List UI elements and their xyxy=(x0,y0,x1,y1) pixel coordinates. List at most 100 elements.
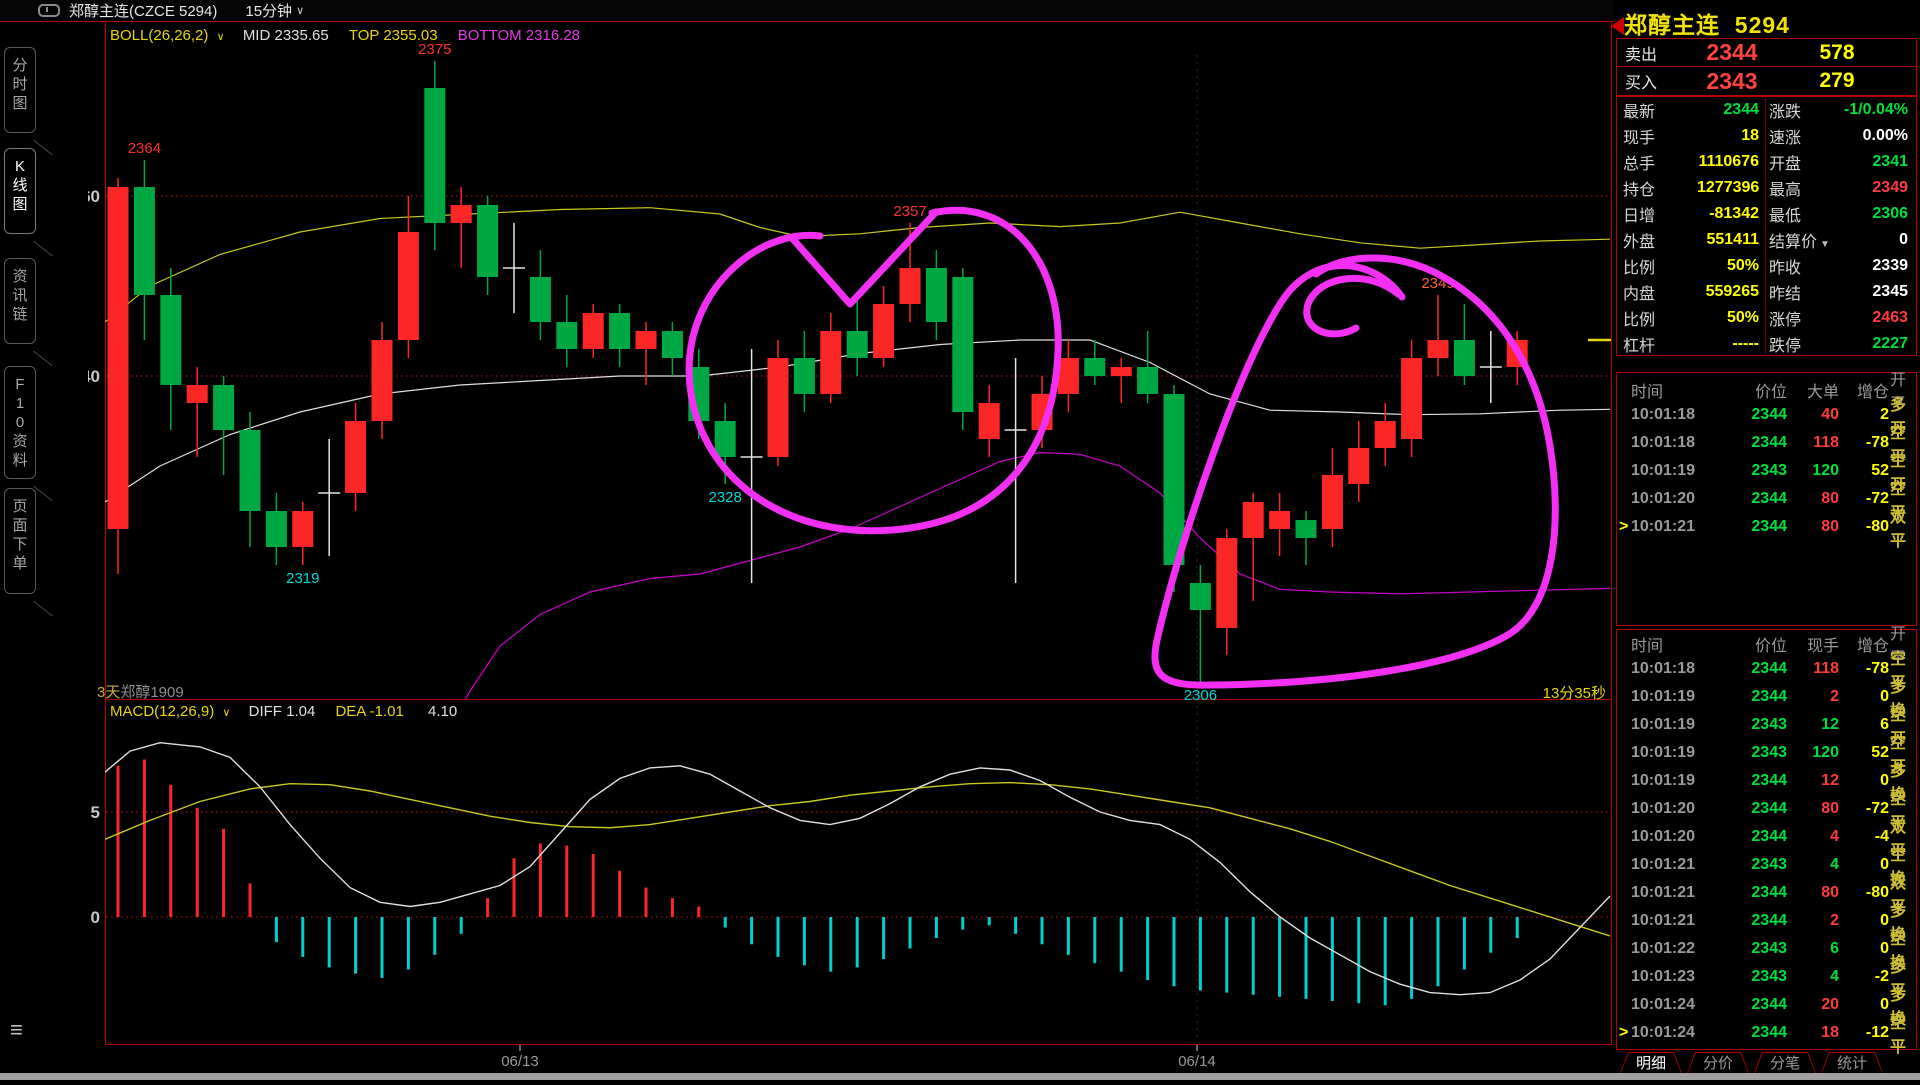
table-row[interactable]: 10:01:21 2344 80 -80 双平 xyxy=(1617,875,1916,916)
tab-分笔[interactable]: 分笔 xyxy=(1753,1052,1817,1076)
stat-label: 昨收 xyxy=(1769,260,1802,277)
table-row[interactable]: 10:01:19 2343 12 6 空开 xyxy=(1617,707,1916,748)
cell-volume: 2 xyxy=(1830,912,1839,929)
price-extreme-label: 2357 xyxy=(893,203,926,220)
ask-row[interactable]: 卖出 2344 578 xyxy=(1616,38,1917,67)
cell-volume: 6 xyxy=(1830,940,1839,957)
link-icon[interactable] xyxy=(38,4,60,17)
column-header: 增仓 xyxy=(1856,638,1889,655)
tab-分价[interactable]: 分价 xyxy=(1686,1052,1750,1076)
candle-body xyxy=(899,268,921,304)
candle-body xyxy=(661,331,683,358)
table-row[interactable]: 10:01:22 2343 6 0 空换 xyxy=(1617,931,1916,972)
cell-time: 10:01:24 xyxy=(1631,1024,1696,1041)
cell-price: 2343 xyxy=(1751,716,1787,733)
price-extreme-label: 2328 xyxy=(709,489,742,506)
macd-hist-value: 4.10 xyxy=(428,703,458,720)
tick-table: 时间 价位 现手 增仓 开平 10:01:18 2344 118 -78 空平 10:01:19 23… xyxy=(1616,626,1917,1056)
macd-label[interactable]: MACD(12,26,9) xyxy=(110,703,215,720)
table-header: 时间 价位 大单 增仓 开平 xyxy=(1617,372,1916,413)
column-header: 价位 xyxy=(1754,384,1787,401)
table-row[interactable]: 10:01:20 2344 80 -72 空平 xyxy=(1617,481,1916,522)
candle-body xyxy=(925,268,947,322)
table-row[interactable]: 10:01:20 2344 4 -4 双平 xyxy=(1617,819,1916,860)
candle-body xyxy=(371,340,393,421)
table-row[interactable]: 10:01:23 2343 4 -2 多平 xyxy=(1617,959,1916,1000)
cell-price: 2344 xyxy=(1751,884,1787,901)
stat-value: 2306 xyxy=(1872,205,1908,222)
table-row[interactable]: 10:01:19 2344 12 0 多换 xyxy=(1617,763,1916,804)
cell-action: 多平 xyxy=(1889,959,1906,1000)
cell-volume: 12 xyxy=(1821,716,1839,733)
cell-position: -80 xyxy=(1865,518,1889,535)
table-row[interactable]: 10:01:19 2343 120 52 空开 xyxy=(1617,453,1916,494)
cell-price: 2344 xyxy=(1751,660,1787,677)
sidebar-tab-F10资料[interactable]: F 1 0 资 料 xyxy=(4,366,36,479)
bid-row[interactable]: 买入 2343 279 xyxy=(1616,66,1917,96)
detail-tabs: 明细 分价 分笔 统计 xyxy=(1619,1052,1914,1076)
cell-price: 2344 xyxy=(1751,1024,1787,1041)
watermark-text: 郑醇1909 xyxy=(120,684,184,701)
cell-action: 空开 xyxy=(1889,453,1906,494)
boll-bands xyxy=(105,207,1611,699)
table-row[interactable]: 10:01:19 2344 2 0 多换 xyxy=(1617,679,1916,720)
triangle-down-icon[interactable]: ▼ xyxy=(1820,239,1830,250)
stat-row: 比例 50% 涨停 2463 xyxy=(1617,305,1916,331)
table-row[interactable]: 10:01:24 2344 20 0 多换 xyxy=(1617,987,1916,1028)
stat-row: 最新 2344 涨跌 -1/0.04% xyxy=(1617,97,1916,123)
candle-body xyxy=(582,313,604,349)
cell-price: 2343 xyxy=(1751,968,1787,985)
table-row[interactable]: >10:01:21 2344 80 -80 双平 xyxy=(1617,509,1916,550)
tab-统计[interactable]: 统计 xyxy=(1820,1052,1884,1076)
collapse-arrow-icon[interactable] xyxy=(1611,17,1624,35)
cell-volume: 80 xyxy=(1821,490,1839,507)
boll-label[interactable]: BOLL(26,26,2) xyxy=(110,27,209,44)
cell-time: 10:01:19 xyxy=(1631,462,1696,479)
current-row-marker: > xyxy=(1619,518,1629,535)
sidebar-tab-K线图[interactable]: K 线 图 xyxy=(4,148,36,234)
sidebar-tab-资讯链[interactable]: 资 讯 链 xyxy=(4,258,36,344)
sidebar-tab-分时图[interactable]: 分 时 图 xyxy=(4,47,36,133)
ask-label: 卖出 xyxy=(1625,46,1658,64)
candle-body xyxy=(1057,358,1079,394)
period-selector[interactable]: 15分钟 xyxy=(245,3,293,20)
table-row[interactable]: 10:01:21 2344 2 0 多换 xyxy=(1617,903,1916,944)
macd-panel xyxy=(105,741,1611,1006)
tab-明细[interactable]: 明细 xyxy=(1619,1052,1683,1076)
table-row[interactable]: 10:01:18 2344 118 -78 空平 xyxy=(1617,425,1916,466)
cell-time: 10:01:21 xyxy=(1631,856,1696,873)
table-row[interactable]: 10:01:19 2343 120 52 空开 xyxy=(1617,735,1916,776)
bid-qty: 279 xyxy=(1819,69,1855,92)
stat-value: 559265 xyxy=(1705,283,1759,300)
cell-action: 多换 xyxy=(1889,903,1906,944)
table-row[interactable]: 10:01:18 2344 118 -78 空平 xyxy=(1617,651,1916,692)
price-extreme-label: 2375 xyxy=(418,41,451,58)
symbol-title: 郑醇主连(CZCE 5294) xyxy=(69,3,218,20)
table-row[interactable]: 10:01:21 2343 4 0 空换 xyxy=(1617,847,1916,888)
cell-action: 空开 xyxy=(1889,735,1906,776)
cell-time: 10:01:20 xyxy=(1631,490,1696,507)
sidebar-tab-页面下单[interactable]: 页 面 下 单 xyxy=(4,488,36,594)
boll-bottom-value: BOTTOM 2316.28 xyxy=(457,27,581,44)
stat-value: -81342 xyxy=(1709,205,1759,222)
cell-position: -72 xyxy=(1865,490,1889,507)
cell-action: 多开 xyxy=(1889,397,1906,438)
candle-body xyxy=(1242,502,1264,538)
stat-label: 涨跌 xyxy=(1769,104,1802,121)
table-row[interactable]: 10:01:18 2344 40 2 多开 xyxy=(1617,397,1916,438)
candle-body xyxy=(292,511,314,547)
table-row[interactable]: 10:01:20 2344 80 -72 空平 xyxy=(1617,791,1916,832)
candle-body xyxy=(424,88,446,223)
cell-volume: 12 xyxy=(1821,772,1839,789)
table-row[interactable]: >10:01:24 2344 18 -12 空平 xyxy=(1617,1015,1916,1056)
stat-value: 2463 xyxy=(1872,309,1908,326)
stat-value: 0 xyxy=(1899,231,1908,248)
bid-price: 2343 xyxy=(1706,67,1758,94)
candle-body xyxy=(1453,340,1475,376)
stat-label: 开盘 xyxy=(1769,156,1802,173)
menu-icon[interactable]: ≡ xyxy=(10,1017,23,1042)
candle-body xyxy=(133,187,155,295)
